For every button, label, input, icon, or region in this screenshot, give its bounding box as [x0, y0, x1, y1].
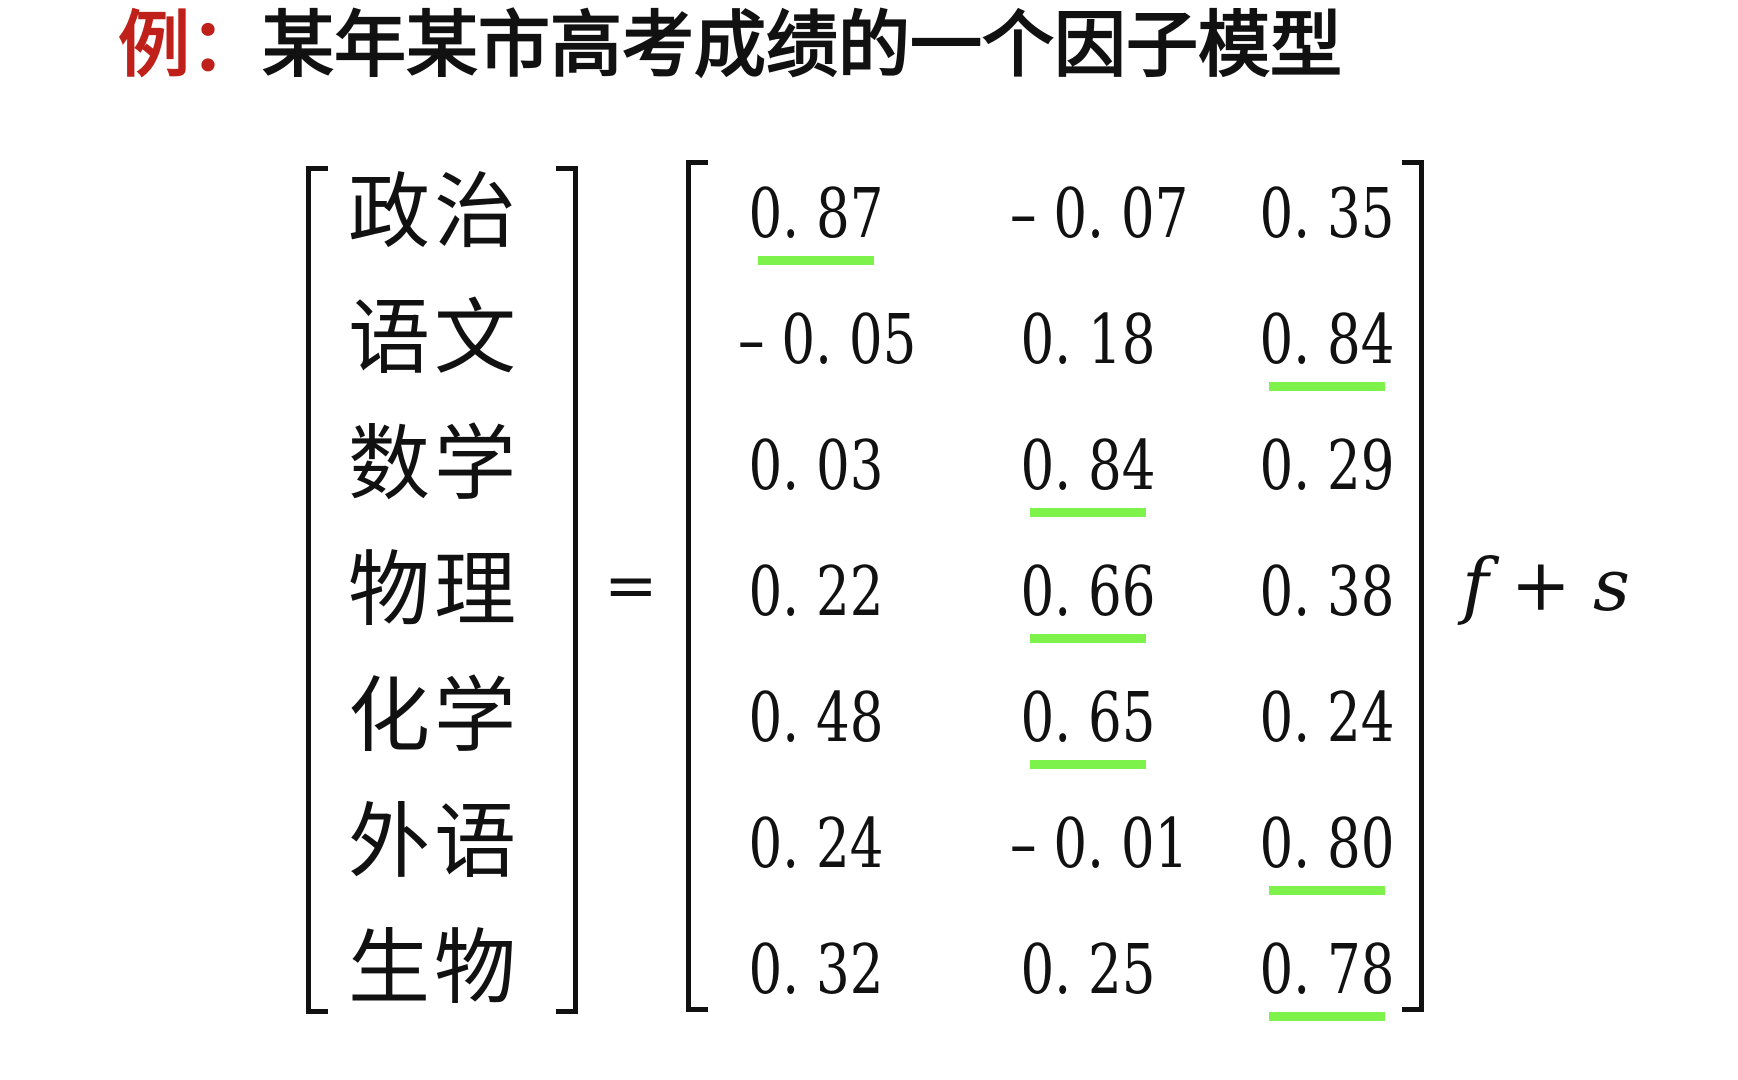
matrix-left-bracket	[686, 160, 708, 1012]
loading-value: – 0. 01	[1010, 800, 1166, 890]
highlight-underline	[1030, 634, 1146, 643]
highlight-underline	[758, 256, 874, 265]
title-text: 某年某市高考成绩的一个因子模型	[262, 3, 1342, 87]
subject-label: 语文	[348, 294, 548, 384]
subjects-right-bracket	[556, 166, 578, 1014]
loading-value: 0. 03	[738, 422, 894, 512]
loading-value: 0. 24	[1249, 674, 1405, 764]
loading-value: 0. 18	[1010, 296, 1166, 386]
matrix-right-bracket	[1402, 160, 1424, 1012]
loading-value: 0. 32	[738, 926, 894, 1016]
loading-value: 0. 38	[1249, 548, 1405, 638]
loading-value: – 0. 07	[1010, 170, 1166, 260]
loading-value: – 0. 05	[738, 296, 894, 386]
loading-value: 0. 65	[1010, 674, 1166, 764]
loading-value: 0. 78	[1249, 926, 1405, 1016]
subject-label: 化学	[348, 672, 548, 762]
factor-expression: f + s	[1462, 540, 1630, 630]
subject-label: 外语	[348, 798, 548, 888]
highlight-underline	[1269, 886, 1385, 895]
loading-value: 0. 22	[738, 548, 894, 638]
loading-value: 0. 84	[1010, 422, 1166, 512]
loading-value: 0. 84	[1249, 296, 1405, 386]
loading-value: 0. 66	[1010, 548, 1166, 638]
specific-variable: s	[1593, 543, 1630, 627]
loading-value: 0. 29	[1249, 422, 1405, 512]
loading-value: 0. 87	[738, 170, 894, 260]
example-label: 例：	[118, 3, 262, 87]
loading-value: 0. 24	[738, 800, 894, 890]
highlight-underline	[1030, 508, 1146, 517]
equals-sign: =	[604, 546, 658, 626]
subjects-left-bracket	[306, 166, 328, 1014]
loading-value: 0. 35	[1249, 170, 1405, 260]
page-title: 例：某年某市高考成绩的一个因子模型	[118, 0, 1342, 90]
loading-value: 0. 48	[738, 674, 894, 764]
loading-value: 0. 25	[1010, 926, 1166, 1016]
factor-variable: f	[1462, 543, 1489, 627]
subject-label: 政治	[348, 168, 548, 258]
highlight-underline	[1269, 382, 1385, 391]
loading-value: 0. 80	[1249, 800, 1405, 890]
subject-label: 数学	[348, 420, 548, 510]
highlight-underline	[1030, 760, 1146, 769]
highlight-underline	[1269, 1012, 1385, 1021]
plus-sign: +	[1511, 543, 1571, 627]
subject-label: 生物	[348, 924, 548, 1014]
subject-label: 物理	[348, 546, 548, 636]
